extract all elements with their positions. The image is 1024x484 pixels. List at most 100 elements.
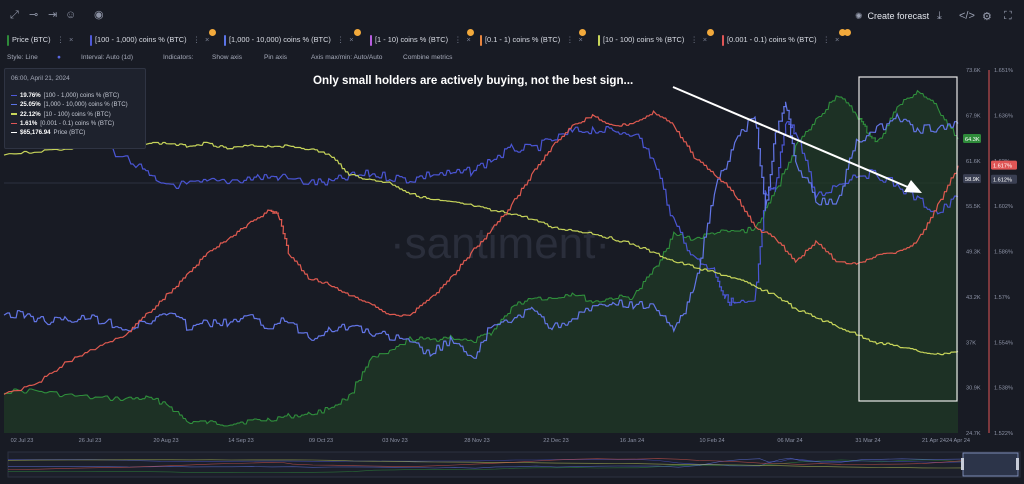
price-tick-label: 55.5K: [966, 204, 981, 210]
value-badge: [963, 134, 981, 144]
x-tick-label: 20 Aug 23: [153, 438, 178, 444]
close-icon[interactable]: ×: [834, 35, 840, 44]
eye-icon[interactable]: ◉: [94, 9, 104, 21]
price-tick-label: 24.7K: [966, 431, 981, 437]
tooltip-label: Price (BTC): [53, 129, 86, 137]
metric-label: [0.001 - 0.1) coins % (BTC): [727, 35, 817, 44]
watermark: ·santiment·: [390, 219, 610, 268]
x-tick-label: 09 Oct 23: [309, 438, 333, 444]
tooltip-label: [10 - 100) coins % (BTC): [43, 110, 111, 118]
navigator-handle-right[interactable]: [1016, 458, 1019, 470]
tooltip-label: [100 - 1,000) coins % (BTC): [43, 92, 120, 99]
pro-badge-icon: [209, 29, 217, 36]
x-tick-label: 26 Jul 23: [79, 438, 102, 444]
close-icon[interactable]: ×: [578, 35, 583, 44]
tooltip-swatch: [11, 131, 17, 134]
more-icon[interactable]: ⋮: [192, 35, 200, 44]
tooltip-swatch: [11, 103, 17, 106]
metrics-bar: Price (BTC) ⋮ × [100 - 1,000) coins % (BTC)…: [0, 29, 1024, 48]
pro-badge-icon: [466, 29, 474, 36]
close-icon[interactable]: ×: [702, 35, 708, 44]
emoji-icon[interactable]: ☺: [65, 9, 77, 21]
create-forecast-button[interactable]: ✺ Create forecast: [855, 11, 930, 21]
code-icon[interactable]: </>: [959, 10, 975, 22]
close-icon[interactable]: ×: [69, 35, 74, 44]
brush-icon[interactable]: ⤢: [10, 9, 19, 21]
more-icon[interactable]: ⋮: [336, 35, 345, 44]
close-icon[interactable]: ×: [466, 35, 471, 44]
navigator-series: [8, 457, 964, 469]
add-metric-badge-icon[interactable]: [844, 29, 851, 36]
more-icon[interactable]: ⋮: [822, 35, 830, 44]
interval-select[interactable]: Interval: Auto (1d): [81, 54, 134, 61]
x-tick-label: 24 Apr 24: [946, 438, 970, 444]
tooltip-value: 25.05%: [20, 101, 41, 109]
pct-tick-label: 1.522%: [994, 431, 1013, 437]
annotation-arrow: [672, 86, 911, 189]
metric-chip-3[interactable]: [1 - 10) coins % (BTC) ⋮ ×: [370, 29, 474, 47]
pct-tick-label: 1.651%: [994, 68, 1013, 74]
close-icon[interactable]: ×: [349, 35, 354, 44]
value-badge-label: 58.9K: [965, 177, 980, 183]
x-tick-label: 21 Apr 24: [922, 438, 946, 444]
tooltip-value: $65,176.94: [20, 129, 51, 137]
annotation-arrowhead: [904, 180, 922, 193]
tooltip-swatch: [11, 122, 17, 125]
show-axis-toggle[interactable]: Show axis: [212, 54, 243, 61]
line-icon[interactable]: ⊸: [29, 9, 39, 21]
tooltip: 06:00, April 21, 2024 19.76% [100 - 1,000…: [4, 68, 146, 149]
x-tick-label: 22 Dec 23: [543, 438, 569, 444]
metric-chip-2[interactable]: [1,000 - 10,000) coins % (BTC) ⋮ ×: [224, 29, 361, 47]
series-line-price: [4, 89, 959, 427]
close-icon[interactable]: ×: [205, 35, 210, 44]
metric-color-bar: [722, 34, 724, 46]
value-badge-label: 1.612%: [993, 178, 1012, 184]
chart-options-bar: Style: Line ● Interval: Auto (1d) Indica…: [0, 52, 1024, 66]
x-tick-label: 03 Nov 23: [382, 438, 408, 444]
metric-chip-4[interactable]: [0.1 - 1) coins % (BTC) ⋮ ×: [480, 29, 586, 47]
tooltip-row: 19.76% [100 - 1,000) coins % (BTC): [11, 92, 119, 99]
pct-tick-label: 1.636%: [994, 113, 1013, 119]
pct-tick-label: 1.57%: [994, 295, 1010, 301]
axis-minmax-select[interactable]: Axis max/min: Auto/Auto: [311, 54, 383, 61]
series-line-2: [3, 101, 959, 359]
tooltip-label: [0.001 - 0.1) coins % (BTC): [40, 119, 115, 127]
expand-icon[interactable]: ⛶: [1004, 10, 1012, 22]
metric-label: [10 - 100) coins % (BTC): [603, 35, 685, 44]
navigator-series: [8, 459, 964, 474]
more-icon[interactable]: ⋮: [690, 35, 698, 44]
more-icon[interactable]: ⋮: [56, 35, 64, 44]
top-toolbar: ⤢ ⊸ ⇥ ☺ ◉ ✺ Create forecast ⤓ </> ⚙ ⛶: [0, 0, 1024, 30]
price-tick-label: 43.2K: [966, 295, 981, 301]
more-icon[interactable]: ⋮: [454, 35, 462, 44]
value-badge-label: 64.3K: [965, 137, 980, 143]
more-icon[interactable]: ⋮: [566, 35, 574, 44]
color-dot-icon[interactable]: ●: [57, 54, 61, 61]
navigator-series: [7, 458, 964, 467]
pro-badge-icon: [839, 29, 847, 36]
navigator-handle-left[interactable]: [961, 458, 964, 470]
tooltip-value: 22.12%: [20, 110, 41, 118]
pro-badge-icon: [353, 29, 361, 36]
gear-icon[interactable]: ⚙: [982, 11, 992, 23]
navigator-selection[interactable]: [962, 452, 1019, 477]
tooltip-value: 19.76%: [20, 92, 41, 99]
value-badge-label: 1.617%: [993, 164, 1012, 170]
stepper-icon[interactable]: ⇥: [48, 9, 58, 21]
combine-metrics-button[interactable]: Combine metrics: [403, 54, 453, 61]
pin-axis-toggle[interactable]: Pin axis: [264, 54, 288, 61]
indicators-select[interactable]: Indicators:: [163, 54, 194, 61]
metric-chip-6[interactable]: [0.001 - 0.1) coins % (BTC) ⋮ ×: [722, 29, 847, 47]
price-tick-label: 67.9K: [966, 113, 981, 119]
download-icon[interactable]: ⤓: [937, 10, 942, 22]
tooltip-date: 06:00, April 21, 2024: [11, 75, 70, 82]
style-select[interactable]: Style: Line: [7, 54, 38, 61]
x-tick-label: 31 Mar 24: [855, 438, 880, 444]
price-tick-label: 61.6K: [966, 159, 981, 165]
series-area: [4, 90, 958, 433]
metric-chip-1[interactable]: [100 - 1,000) coins % (BTC) ⋮ ×: [90, 29, 217, 47]
metric-chip-5[interactable]: [10 - 100) coins % (BTC) ⋮ ×: [598, 29, 715, 47]
metric-chip-0[interactable]: Price (BTC) ⋮ ×: [7, 32, 73, 47]
tooltip-value: 1.61%: [20, 119, 38, 127]
